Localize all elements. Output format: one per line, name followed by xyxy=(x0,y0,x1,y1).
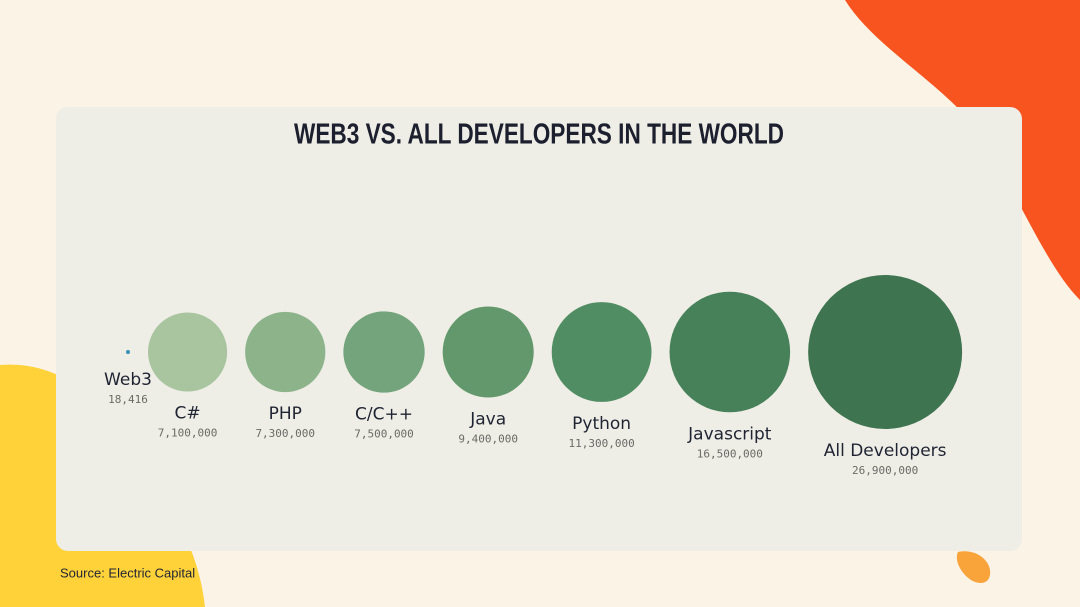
value-label: 26,900,000 xyxy=(852,464,918,477)
bubble xyxy=(245,311,326,393)
bubble xyxy=(442,306,534,398)
bubble xyxy=(669,291,791,413)
bubble-label: Python xyxy=(572,414,631,434)
bubble xyxy=(343,311,425,393)
bubble xyxy=(125,349,131,355)
bubble xyxy=(148,312,228,392)
source-note: Source: Electric Capital xyxy=(60,565,195,580)
chart-title: WEB3 VS. ALL DEVELOPERS IN THE WORLD xyxy=(294,117,784,150)
bubble-label: C/C++ xyxy=(355,405,413,425)
value-label: 18,416 xyxy=(108,393,148,406)
value-label: 9,400,000 xyxy=(458,433,518,446)
value-label: 7,300,000 xyxy=(255,427,315,440)
value-label: 16,500,000 xyxy=(697,447,763,460)
value-label: 7,100,000 xyxy=(158,427,218,440)
bubble xyxy=(551,302,652,402)
bubble xyxy=(808,275,963,429)
value-label: 7,500,000 xyxy=(354,428,414,441)
bubble-label: Javascript xyxy=(687,424,772,444)
decor-blob xyxy=(956,551,991,583)
value-label: 11,300,000 xyxy=(568,437,634,450)
bubble-label: Java xyxy=(469,410,506,430)
bubble-label: All Developers xyxy=(824,441,947,461)
card xyxy=(56,107,1022,551)
bubble-label: C# xyxy=(175,404,201,424)
decor-orange xyxy=(845,0,1080,300)
bubble-label: Web3 xyxy=(104,370,152,390)
bubble-label: PHP xyxy=(269,404,302,424)
